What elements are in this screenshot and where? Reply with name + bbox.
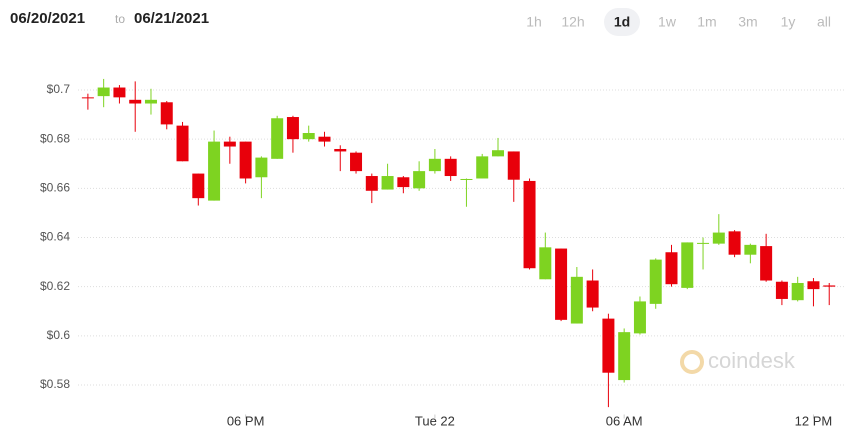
date-to[interactable]: 06/21/2021 xyxy=(134,10,209,27)
candle-body xyxy=(476,156,489,179)
date-separator: to xyxy=(115,12,125,26)
candle-body xyxy=(428,158,441,172)
range-button[interactable]: 3m xyxy=(738,14,757,30)
range-buttons: 1h 12h 1d 1w 1m 3m 1y all xyxy=(526,8,831,36)
candle-body xyxy=(649,259,662,304)
candle-body xyxy=(271,118,284,159)
candle-body xyxy=(539,247,552,280)
date-from[interactable]: 06/20/2021 xyxy=(10,10,85,27)
candle-body xyxy=(791,282,804,301)
candle-body xyxy=(460,178,473,180)
candle-body xyxy=(823,285,836,287)
candle-body xyxy=(97,87,110,97)
candle-body xyxy=(633,301,646,334)
candle-body xyxy=(350,152,363,172)
range-button[interactable]: 12h xyxy=(561,14,584,30)
range-button[interactable]: 1h xyxy=(526,14,542,30)
watermark: coindesk xyxy=(680,348,796,374)
range-button[interactable]: all xyxy=(817,14,831,30)
candle-body xyxy=(618,332,631,381)
candle-body xyxy=(397,177,410,188)
candle-body xyxy=(129,99,142,104)
candle-body xyxy=(160,102,173,125)
watermark-logo xyxy=(680,350,704,374)
y-tick-label: $0.62 xyxy=(40,279,70,293)
y-tick-label: $0.58 xyxy=(40,377,70,391)
range-button[interactable]: 1y xyxy=(781,14,796,30)
candle-body xyxy=(413,171,426,189)
candle-body xyxy=(81,97,94,99)
candle-body xyxy=(744,244,757,255)
range-button-bg xyxy=(604,8,640,36)
range-button[interactable]: 1w xyxy=(658,14,677,30)
candle-body xyxy=(223,141,236,147)
candle-body xyxy=(570,276,583,324)
candle-body xyxy=(444,158,457,177)
watermark-text: coindesk xyxy=(708,348,796,373)
candle-body xyxy=(807,281,820,290)
candle-body xyxy=(712,232,725,244)
y-tick-label: $0.64 xyxy=(40,230,70,244)
candle-body xyxy=(760,246,773,281)
candle-body xyxy=(602,318,615,373)
candle-body xyxy=(523,180,536,269)
candle-body xyxy=(681,242,694,288)
candle-body xyxy=(334,148,347,152)
y-tick-label: $0.7 xyxy=(47,82,71,96)
candle-body xyxy=(775,281,788,299)
candle-body xyxy=(302,133,315,140)
x-tick-label: Tue 22 xyxy=(415,413,455,428)
candle-body xyxy=(286,117,299,140)
candle-body xyxy=(318,136,331,142)
candle-body xyxy=(239,141,252,179)
candle-body xyxy=(491,150,504,157)
candle-body xyxy=(728,231,741,255)
range-button[interactable]: 1m xyxy=(697,14,716,30)
candle-body xyxy=(144,99,157,104)
y-tick-label: $0.68 xyxy=(40,131,70,145)
candle-body xyxy=(697,242,710,244)
candle-body xyxy=(365,176,378,191)
x-tick-label: 06 AM xyxy=(606,413,643,428)
x-tick-label: 12 PM xyxy=(795,413,833,428)
range-button[interactable]: 1d xyxy=(614,14,630,30)
y-tick-label: $0.6 xyxy=(47,328,71,342)
x-tick-label: 06 PM xyxy=(227,413,265,428)
candle-body xyxy=(176,125,189,162)
candle-body xyxy=(192,173,205,199)
candle-body xyxy=(555,248,568,320)
y-tick-label: $0.66 xyxy=(40,180,70,194)
candle-body xyxy=(586,280,599,308)
candle-body xyxy=(381,176,394,190)
candle-body xyxy=(113,87,126,98)
candle-body xyxy=(255,157,268,178)
candle-body xyxy=(665,252,678,285)
candle-body xyxy=(507,151,520,180)
plot: $0.58 $0.6 $0.62 $0.64 $0.66 $0.68 $0.7 06 PM Tu… xyxy=(40,78,845,428)
candle-body xyxy=(208,141,221,201)
